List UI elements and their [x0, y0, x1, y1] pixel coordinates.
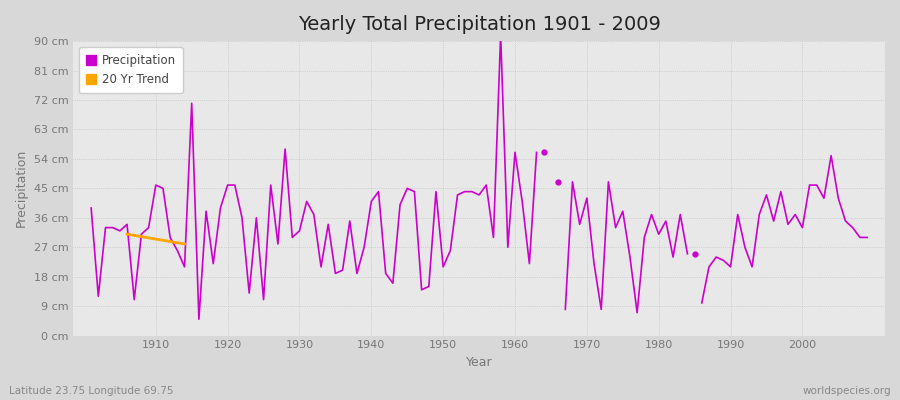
Legend: Precipitation, 20 Yr Trend: Precipitation, 20 Yr Trend: [79, 47, 183, 93]
X-axis label: Year: Year: [466, 356, 492, 369]
Title: Yearly Total Precipitation 1901 - 2009: Yearly Total Precipitation 1901 - 2009: [298, 15, 661, 34]
Y-axis label: Precipitation: Precipitation: [15, 149, 28, 228]
Text: Latitude 23.75 Longitude 69.75: Latitude 23.75 Longitude 69.75: [9, 386, 174, 396]
Text: worldspecies.org: worldspecies.org: [803, 386, 891, 396]
